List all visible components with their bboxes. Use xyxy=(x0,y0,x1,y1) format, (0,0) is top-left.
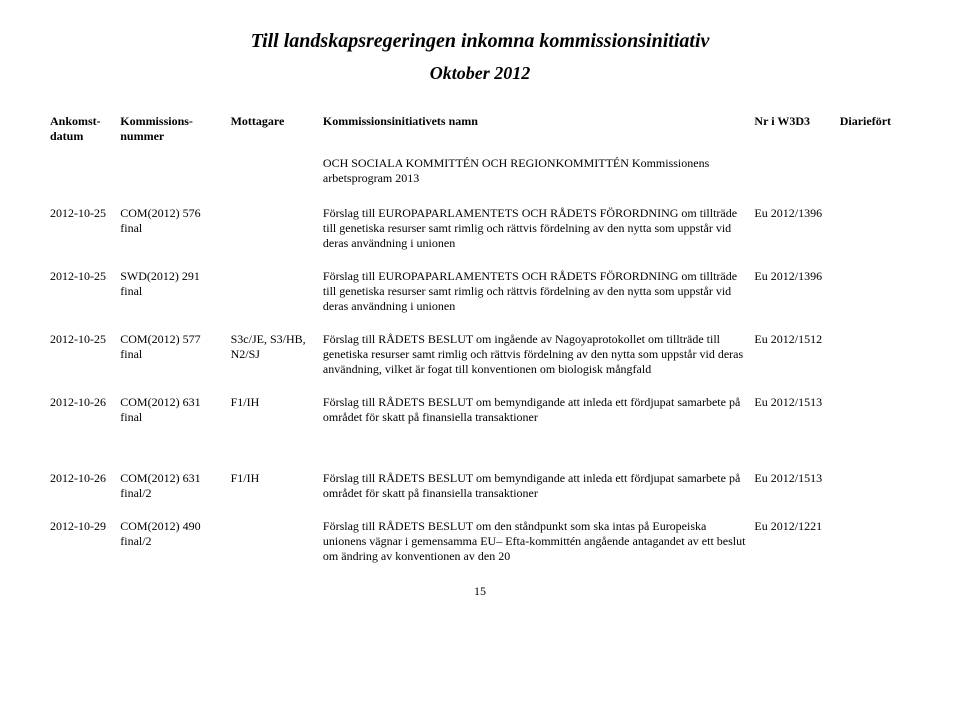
cell-w3d3: Eu 2012/1396 xyxy=(754,267,839,330)
cell-recipient xyxy=(231,517,323,580)
cell-date: 2012-10-26 xyxy=(50,393,120,441)
cell-name: Förslag till RÅDETS BESLUT om ingående a… xyxy=(323,330,755,393)
cell-w3d3: Eu 2012/1513 xyxy=(754,393,839,441)
cell-name: Förslag till RÅDETS BESLUT om den ståndp… xyxy=(323,517,755,580)
cell-number: SWD(2012) 291 final xyxy=(120,267,230,330)
cell-recipient: F1/IH xyxy=(231,469,323,517)
table-row: 2012-10-29 COM(2012) 490 final/2 Förslag… xyxy=(50,517,910,580)
table-row: 2012-10-26 COM(2012) 631 final F1/IH För… xyxy=(50,393,910,441)
col-header-name: Kommissionsinitiativets namn xyxy=(323,112,755,156)
initiatives-table: Ankomst-datum Kommissions-nummer Mottaga… xyxy=(50,112,910,580)
table-row: 2012-10-26 COM(2012) 631 final/2 F1/IH F… xyxy=(50,469,910,517)
cell-name: Förslag till EUROPAPARLAMENTETS OCH RÅDE… xyxy=(323,267,755,330)
cell-name: Förslag till RÅDETS BESLUT om bemyndigan… xyxy=(323,469,755,517)
cell-number: COM(2012) 631 final/2 xyxy=(120,469,230,517)
cell-diar xyxy=(840,267,910,330)
cell-diar xyxy=(840,330,910,393)
cell-diar xyxy=(840,393,910,441)
table-row: 2012-10-25 COM(2012) 576 final Förslag t… xyxy=(50,204,910,267)
cell-diar xyxy=(840,469,910,517)
header-continuation-text: OCH SOCIALA KOMMITTÉN OCH REGIONKOMMITTÉ… xyxy=(323,156,755,204)
cell-w3d3: Eu 2012/1396 xyxy=(754,204,839,267)
cell-number: COM(2012) 577 final xyxy=(120,330,230,393)
col-header-diar: Diariefört xyxy=(840,112,910,156)
table-header-row: Ankomst-datum Kommissions-nummer Mottaga… xyxy=(50,112,910,156)
page-number: 15 xyxy=(50,584,910,599)
cell-date: 2012-10-25 xyxy=(50,330,120,393)
table-row: 2012-10-25 SWD(2012) 291 final Förslag t… xyxy=(50,267,910,330)
cell-recipient: S3c/JE, S3/HB, N2/SJ xyxy=(231,330,323,393)
cell-number: COM(2012) 490 final/2 xyxy=(120,517,230,580)
cell-diar xyxy=(840,204,910,267)
cell-recipient xyxy=(231,267,323,330)
page-title: Till landskapsregeringen inkomna kommiss… xyxy=(50,30,910,53)
cell-recipient: F1/IH xyxy=(231,393,323,441)
header-continuation-row: OCH SOCIALA KOMMITTÉN OCH REGIONKOMMITTÉ… xyxy=(50,156,910,204)
table-row: 2012-10-25 COM(2012) 577 final S3c/JE, S… xyxy=(50,330,910,393)
cell-w3d3: Eu 2012/1512 xyxy=(754,330,839,393)
page-subtitle: Oktober 2012 xyxy=(50,63,910,84)
table-body: 2012-10-25 COM(2012) 576 final Förslag t… xyxy=(50,204,910,580)
cell-recipient xyxy=(231,204,323,267)
col-header-date: Ankomst-datum xyxy=(50,112,120,156)
cell-number: COM(2012) 631 final xyxy=(120,393,230,441)
cell-number: COM(2012) 576 final xyxy=(120,204,230,267)
col-header-recipient: Mottagare xyxy=(231,112,323,156)
cell-name: Förslag till RÅDETS BESLUT om bemyndigan… xyxy=(323,393,755,441)
col-header-w3d3: Nr i W3D3 xyxy=(754,112,839,156)
cell-w3d3: Eu 2012/1513 xyxy=(754,469,839,517)
cell-diar xyxy=(840,517,910,580)
col-header-number: Kommissions-nummer xyxy=(120,112,230,156)
cell-w3d3: Eu 2012/1221 xyxy=(754,517,839,580)
cell-date: 2012-10-25 xyxy=(50,267,120,330)
cell-date: 2012-10-29 xyxy=(50,517,120,580)
cell-date: 2012-10-26 xyxy=(50,469,120,517)
table-row xyxy=(50,441,910,469)
cell-name: Förslag till EUROPAPARLAMENTETS OCH RÅDE… xyxy=(323,204,755,267)
cell-date: 2012-10-25 xyxy=(50,204,120,267)
